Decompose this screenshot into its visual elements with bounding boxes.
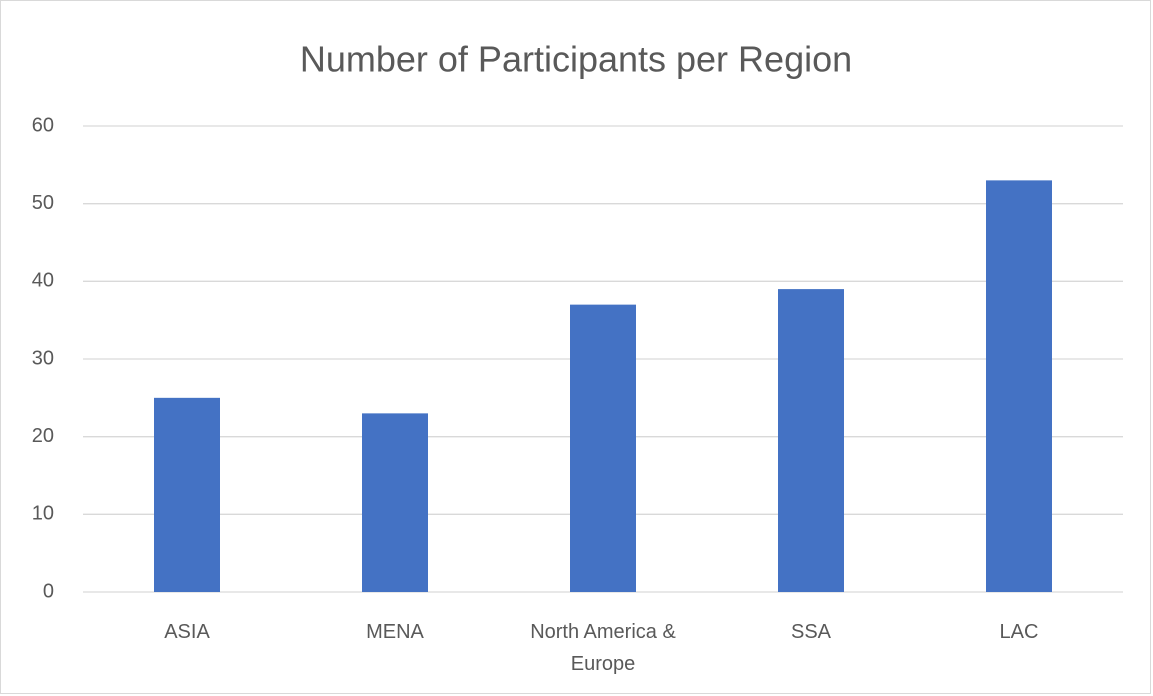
x-tick-label: MENA — [366, 621, 424, 643]
bar — [570, 304, 636, 592]
y-tick-label: 0 — [43, 580, 54, 602]
bar — [986, 180, 1052, 592]
x-tick-label: SSA — [790, 621, 832, 643]
x-tick-label: North America & Europe — [530, 621, 676, 675]
bar — [362, 413, 428, 592]
y-tick-label: 60 — [32, 114, 54, 136]
x-tick-label: ASIA — [164, 621, 210, 643]
y-tick-label: 40 — [32, 270, 54, 292]
y-tick-label: 50 — [32, 192, 54, 214]
chart-title: Number of Participants per Region — [300, 39, 852, 80]
y-tick-label: 20 — [32, 425, 54, 447]
y-tick-label: 10 — [32, 503, 54, 525]
bar — [778, 289, 844, 592]
y-tick-label: 30 — [32, 347, 54, 369]
bar — [154, 397, 220, 592]
x-tick-label: LAC — [999, 621, 1039, 643]
